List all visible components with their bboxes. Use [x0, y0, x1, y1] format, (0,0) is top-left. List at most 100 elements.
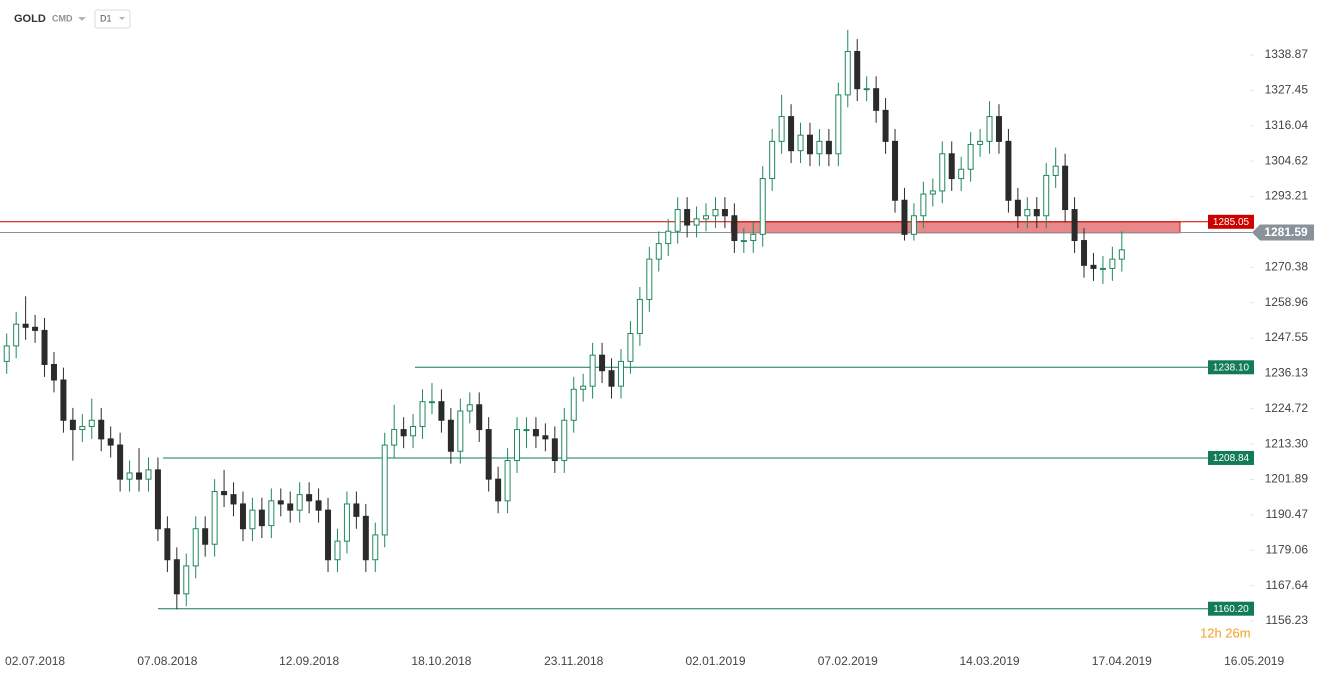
candle-body	[495, 478, 502, 502]
y-tick-label: 1316.04	[1265, 118, 1309, 132]
candle-body	[825, 140, 832, 155]
candle-body	[986, 116, 993, 142]
candle-body	[967, 143, 974, 170]
candle-body	[268, 500, 275, 527]
candle-body	[580, 385, 587, 390]
candle-body	[759, 178, 766, 235]
candle-body	[721, 209, 728, 217]
candle-body	[948, 153, 955, 180]
interval-select[interactable]	[94, 9, 131, 29]
candle-body	[1062, 165, 1069, 211]
candle-body	[806, 134, 813, 155]
candle-body	[3, 345, 10, 362]
candle-body	[920, 193, 927, 217]
y-tick-label: 1179.06	[1266, 542, 1309, 556]
candle-body	[532, 429, 539, 437]
candle-body	[740, 240, 747, 243]
y-tick-label: 1247.55	[1265, 330, 1309, 344]
candle-body	[958, 168, 965, 180]
candle-body	[769, 140, 776, 180]
candle-body	[646, 258, 653, 300]
candle-body	[372, 534, 379, 561]
candle-body	[939, 153, 946, 192]
level-label-box	[1208, 360, 1254, 375]
x-tick-label: 23.11.2018	[544, 654, 603, 668]
resistance-zone	[730, 221, 1181, 234]
dropdown-arrow[interactable]	[119, 17, 125, 20]
candle-body	[910, 215, 917, 235]
candle-body	[608, 370, 615, 387]
x-tick-label: 07.02.2019	[818, 654, 878, 668]
x-tick-label: 02.01.2019	[685, 654, 745, 668]
candle-body	[457, 410, 464, 452]
candle-body	[410, 425, 417, 437]
y-tick-label: 1190.47	[1266, 507, 1309, 521]
candle-body	[1024, 209, 1031, 217]
candle-body	[1005, 140, 1012, 201]
candle-body	[353, 503, 360, 517]
candle-body	[485, 429, 492, 480]
candle-body	[636, 298, 643, 335]
candle-body	[211, 491, 218, 545]
candle-body	[296, 494, 303, 511]
candle-body	[476, 404, 483, 431]
candle-body	[221, 491, 228, 496]
y-tick-label: 1270.38	[1265, 259, 1309, 273]
candle-body	[107, 438, 114, 446]
y-tick-label: 1258.96	[1265, 295, 1309, 309]
candle-body	[239, 503, 246, 530]
candle-body	[164, 528, 171, 561]
candle-body	[202, 528, 209, 545]
candle-body	[79, 425, 86, 431]
candle-body	[731, 215, 738, 242]
candle-body	[136, 472, 143, 480]
y-tick-label: 1201.89	[1265, 472, 1309, 486]
level-label-box	[1208, 450, 1254, 465]
dropdown-arrow[interactable]	[78, 17, 86, 21]
candle-body	[1033, 209, 1040, 217]
candle-body	[438, 401, 445, 421]
candle-body	[1043, 174, 1050, 217]
countdown: 12h 26m	[1200, 625, 1251, 640]
candle-body	[126, 472, 133, 480]
candle-body	[1099, 267, 1106, 270]
candle-body	[504, 460, 511, 502]
candle-body	[778, 116, 785, 142]
candle-body	[258, 509, 265, 527]
y-tick-label: 1338.87	[1265, 47, 1309, 61]
interval[interactable]: D1	[100, 13, 112, 23]
candle-body	[863, 88, 870, 91]
candle-body	[788, 116, 795, 152]
level-label: 1285.05	[1213, 217, 1250, 228]
candle-body	[1071, 209, 1078, 242]
y-tick-label: 1327.45	[1265, 83, 1309, 97]
x-tick-label: 18.10.2018	[411, 654, 471, 668]
x-tick-label: 12.09.2018	[279, 654, 339, 668]
candle-body	[750, 233, 757, 242]
candle-body	[69, 419, 76, 431]
candle-body	[570, 388, 577, 421]
candle-body	[901, 199, 908, 235]
candle-body	[145, 469, 152, 480]
candle-body	[88, 419, 95, 427]
candle-body	[447, 419, 454, 452]
candle-body	[1090, 264, 1097, 269]
candle-body	[381, 444, 388, 536]
candle-body	[665, 230, 672, 245]
y-tick-label: 1236.13	[1265, 366, 1309, 380]
candle-body	[854, 51, 861, 90]
candle-body	[977, 140, 984, 145]
candle-body	[1081, 240, 1088, 266]
candle-body	[1109, 258, 1116, 269]
candle-body	[428, 401, 435, 404]
candle-body	[154, 469, 161, 530]
level-label-box	[1208, 601, 1254, 616]
candle-body	[400, 429, 407, 437]
candle-body	[192, 528, 199, 567]
market[interactable]: CMD	[52, 13, 73, 23]
x-tick-label: 07.08.2018	[137, 654, 197, 668]
candle-body	[32, 326, 39, 331]
candle-body	[343, 503, 350, 542]
candle-body	[419, 401, 426, 427]
candle-body	[514, 429, 521, 462]
